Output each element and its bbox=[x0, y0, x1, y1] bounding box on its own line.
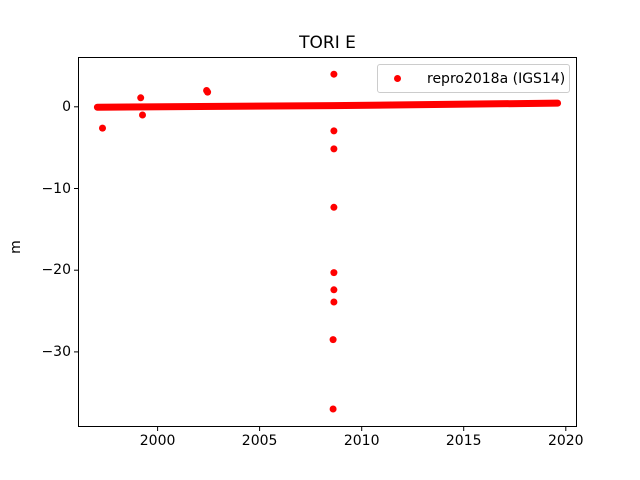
y-tick-label: −10 bbox=[41, 180, 71, 197]
y-axis-label: m bbox=[8, 240, 24, 254]
data-series bbox=[93, 70, 562, 413]
legend-marker-dot-icon bbox=[394, 75, 401, 82]
x-tick-label: 2010 bbox=[343, 433, 380, 449]
y-tick-label: −30 bbox=[41, 343, 71, 360]
y-tick-label: −20 bbox=[41, 262, 71, 279]
x-tick-label: 2005 bbox=[241, 433, 278, 449]
x-tick-label: 2015 bbox=[445, 433, 482, 449]
legend-entry-label: repro2018a (IGS14) bbox=[427, 70, 566, 87]
x-tick-label: 2000 bbox=[139, 433, 176, 449]
x-tick-label: 2020 bbox=[547, 433, 584, 449]
chart-title: TORI E bbox=[299, 33, 356, 53]
plot-border bbox=[78, 57, 577, 427]
legend-box: repro2018a (IGS14) bbox=[377, 64, 570, 93]
y-tick-label: 0 bbox=[62, 98, 71, 115]
